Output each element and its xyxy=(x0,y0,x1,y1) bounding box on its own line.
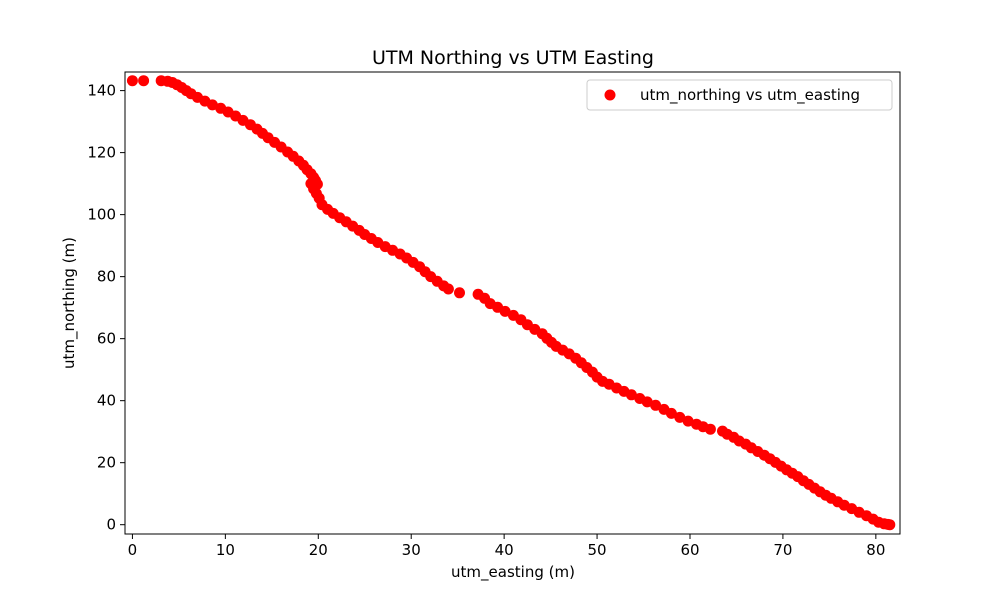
y-tick-label: 120 xyxy=(87,144,116,162)
data-point xyxy=(665,407,677,419)
data-point xyxy=(641,396,653,408)
y-tick-label: 20 xyxy=(97,454,116,472)
chart-title: UTM Northing vs UTM Easting xyxy=(372,47,654,69)
data-point xyxy=(884,519,896,531)
y-axis-ticks: 0 20 40 60 80 100 120 140 xyxy=(87,82,125,534)
x-tick-label: 30 xyxy=(402,541,421,559)
data-point xyxy=(650,399,662,411)
plot-frame xyxy=(124,71,901,535)
data-point xyxy=(126,75,138,87)
x-tick-label: 60 xyxy=(680,541,699,559)
data-point xyxy=(625,389,637,401)
legend: utm_northing vs utm_easting xyxy=(586,79,893,111)
data-point xyxy=(499,305,511,317)
x-tick-label: 20 xyxy=(309,541,328,559)
x-tick-label: 50 xyxy=(588,541,607,559)
legend-label: utm_northing vs utm_easting xyxy=(640,86,860,105)
data-point xyxy=(442,283,454,295)
data-point xyxy=(138,75,150,87)
x-axis-ticks: 0 10 20 30 40 50 60 70 80 xyxy=(128,534,885,559)
data-point xyxy=(206,99,218,111)
x-tick-label: 0 xyxy=(128,541,138,559)
x-tick-label: 40 xyxy=(495,541,514,559)
y-tick-label: 0 xyxy=(106,516,116,534)
x-tick-label: 80 xyxy=(866,541,885,559)
y-tick-label: 40 xyxy=(97,392,116,410)
y-tick-label: 140 xyxy=(87,82,116,100)
x-tick-label: 10 xyxy=(216,541,235,559)
data-point xyxy=(454,287,465,299)
legend-marker xyxy=(604,89,616,101)
legend-frame xyxy=(586,79,893,111)
y-tick-label: 60 xyxy=(97,330,116,348)
x-tick-label: 70 xyxy=(773,541,792,559)
data-point xyxy=(682,415,694,427)
y-tick-label: 100 xyxy=(87,206,116,224)
y-tick-label: 80 xyxy=(97,268,116,286)
y-axis-label: utm_northing (m) xyxy=(60,237,79,369)
data-point xyxy=(674,411,686,423)
x-axis-label: utm_easting (m) xyxy=(451,563,575,582)
data-points xyxy=(126,75,896,531)
data-point xyxy=(704,423,716,435)
